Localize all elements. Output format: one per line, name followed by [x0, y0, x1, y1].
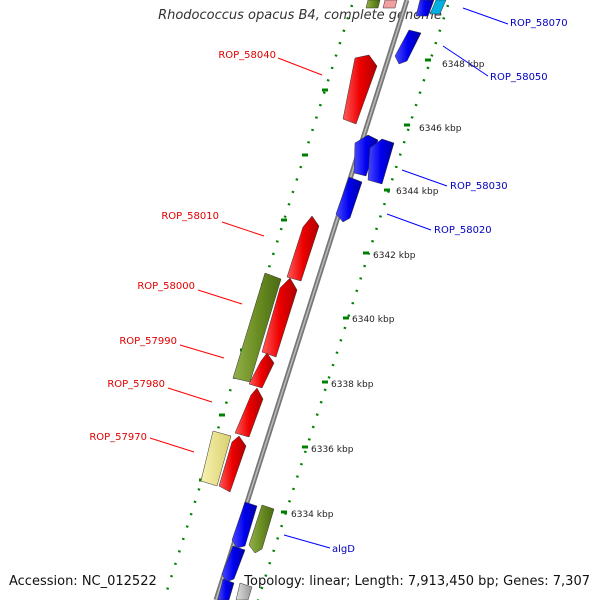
gene-arrow	[235, 582, 253, 600]
gene-arrow-ROP_58020	[335, 176, 363, 223]
gene-arrow-ROP_58030a	[353, 134, 379, 177]
gene-arrow	[221, 545, 246, 583]
gene-arrow-ROP_58000	[261, 277, 298, 358]
gene-arrow-pale	[200, 430, 232, 487]
accession-label: Accession: NC_012522	[9, 574, 157, 589]
gene-arrow	[415, 0, 435, 17]
gene-arrow-algD	[248, 504, 275, 554]
gene-arrow-ROP_57980	[234, 387, 264, 438]
gene-label[interactable]: ROP_58040	[218, 50, 276, 61]
tick-label: 6338 kbp	[331, 380, 374, 390]
gene-label[interactable]: ROP_58050	[490, 72, 548, 83]
genome-title: Rhodococcus opacus B4, complete genome	[158, 8, 442, 23]
gene-arrow-ROP_58030b	[367, 138, 395, 185]
tick-label: 6346 kbp	[419, 124, 462, 134]
right-dotted-scale	[256, 4, 450, 600]
topology-label: Topology: linear; Length: 7,913,450 bp; …	[244, 574, 590, 589]
gene-label[interactable]: ROP_58030	[450, 181, 508, 192]
gene-label[interactable]: ROP_57980	[107, 379, 165, 390]
gene-arrow	[217, 578, 235, 600]
gene-label[interactable]: ROP_57990	[119, 336, 177, 347]
tick-label: 6344 kbp	[396, 187, 439, 197]
gene-arrow-ROP_58010	[286, 215, 320, 282]
gene-label[interactable]: ROP_58010	[161, 211, 219, 222]
gene-arrow-ROP_57970	[218, 435, 247, 493]
tick-label: 6334 kbp	[291, 510, 334, 520]
gene-arrow-ROP_58050	[394, 29, 422, 65]
right-scale-ticks	[281, 58, 431, 514]
gene-label[interactable]: ROP_58000	[137, 281, 195, 292]
tick-label: 6336 kbp	[311, 445, 354, 455]
gene-arrow	[231, 501, 258, 549]
gene-arrow	[365, 0, 381, 9]
gene-arrow	[382, 0, 398, 9]
gene-arrows	[200, 0, 447, 600]
gene-label[interactable]: ROP_57970	[89, 432, 147, 443]
gene-label[interactable]: algD	[332, 544, 355, 555]
gene-arrow-ROP_58040	[342, 54, 378, 125]
gene-arrow-ROP_57990	[248, 352, 275, 389]
gene-label[interactable]: ROP_58070	[510, 18, 568, 29]
tick-label: 6340 kbp	[352, 315, 395, 325]
tick-label: 6342 kbp	[373, 251, 416, 261]
gene-arrow	[429, 0, 447, 15]
tick-label: 6348 kbp	[442, 60, 485, 70]
label-connectors	[149, 7, 509, 549]
gene-label[interactable]: ROP_58020	[434, 225, 492, 236]
